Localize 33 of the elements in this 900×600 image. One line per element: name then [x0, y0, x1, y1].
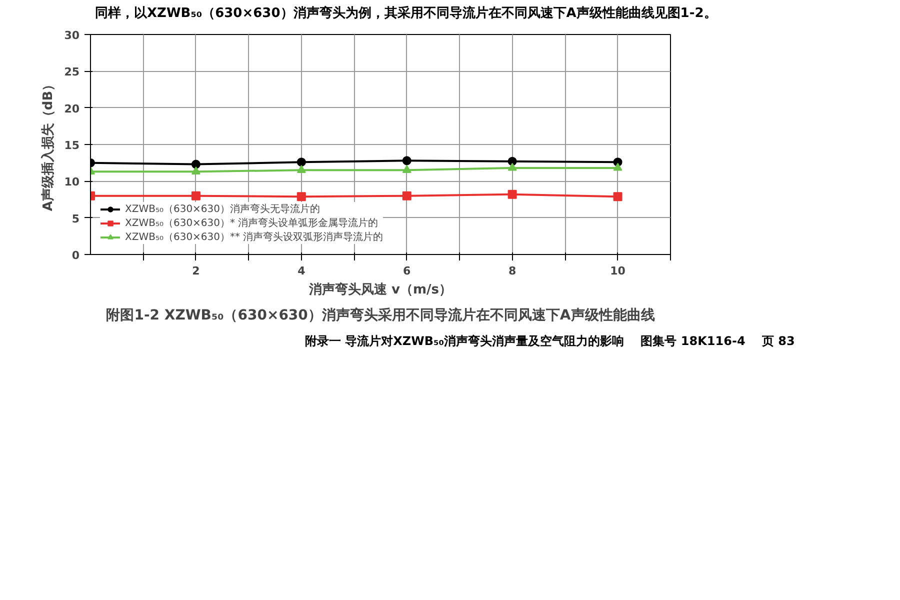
point	[191, 190, 200, 200]
y-axis-title: A声级插入损失（dB）	[40, 77, 56, 211]
legend-label: XZWB₅₀（630×630）** 消声弯头设双弧形消声导流片的	[125, 230, 384, 244]
x-tick-label: 6	[403, 264, 412, 278]
point	[296, 164, 306, 173]
x-axis-title: 消声弯头风速 v（m/s）	[308, 281, 452, 298]
point	[402, 156, 412, 165]
x-tick-label: 8	[508, 264, 516, 278]
point	[191, 159, 200, 168]
y-tick-label: 30	[64, 28, 80, 42]
x-tick-label: 2	[192, 264, 200, 278]
legend-label: XZWB₅₀（630×630）* 消声弯头设单弧形金属导流片的	[125, 216, 378, 230]
x-tick-label: 4	[298, 264, 306, 278]
y-tick-label: 15	[64, 138, 80, 152]
y-tick-label: 0	[72, 248, 80, 262]
point	[191, 166, 200, 174]
point	[508, 162, 517, 170]
y-tick-label: 10	[64, 175, 80, 188]
point	[613, 192, 622, 201]
point	[296, 157, 306, 166]
legend-label: XZWB₅₀（630×630）消声弯头无导流片的	[125, 202, 320, 216]
text: 附图1-2 XZWB₅₀（630×630）消声弯头采用不同导流片在不同风速下A声级性能曲线	[106, 306, 655, 324]
point	[402, 190, 412, 200]
y-tick-label: 20	[64, 102, 80, 115]
y-tick-label: 25	[64, 65, 80, 78]
text: 附录一 导流片对XZWB₅₀消声弯头消声量及空气阻力的影响 图集号 18K116-4 页 83	[305, 334, 795, 348]
point	[508, 189, 517, 198]
y-tick-label: 5	[72, 212, 80, 225]
point	[402, 164, 412, 173]
chart-subtitle: 同样，以XZWB₅₀（630×630）消声弯头为例，其采用不同导流片在不同风速下A声级性能曲线见图1-2。	[95, 5, 717, 23]
x-tick-label: 10	[610, 264, 626, 278]
point	[296, 192, 306, 201]
point	[613, 162, 622, 170]
